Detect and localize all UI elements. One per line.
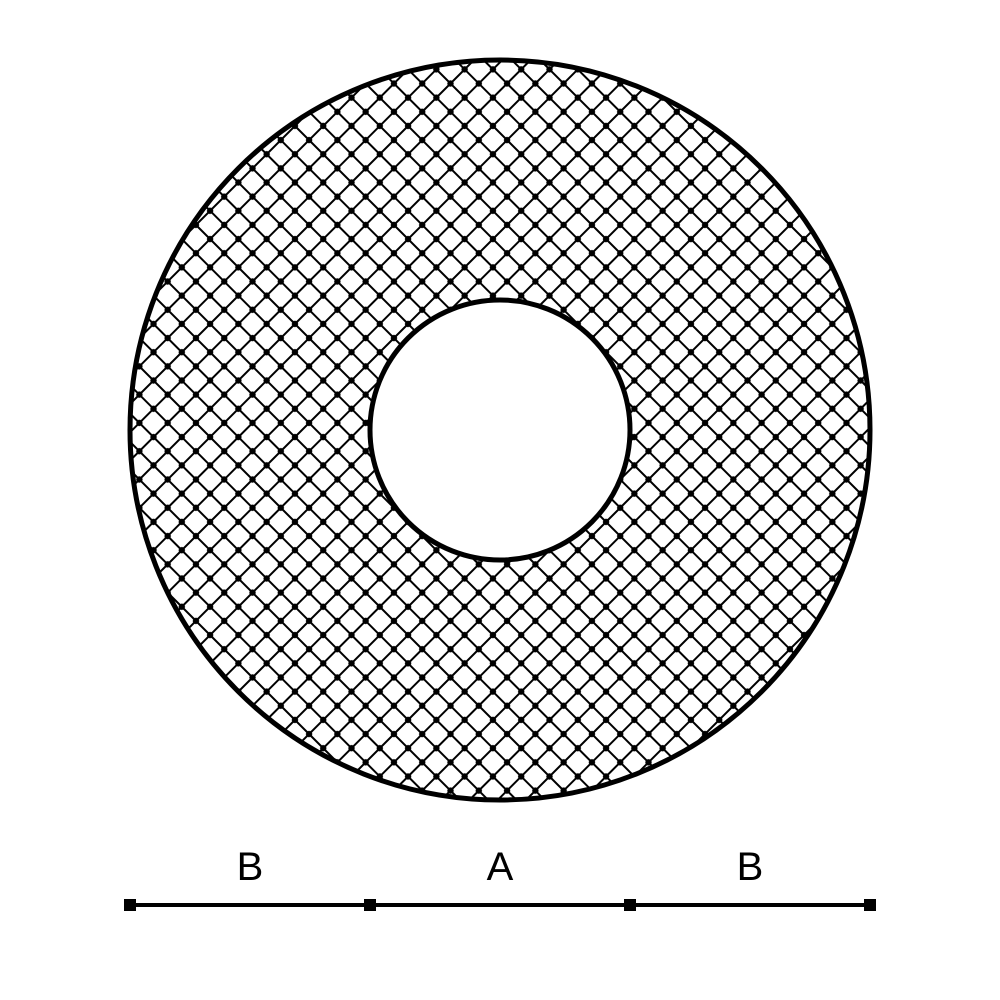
inner-circle xyxy=(370,300,630,560)
dimension-tick xyxy=(364,899,376,911)
dimension-label-b: B xyxy=(237,845,264,889)
annulus-diagram: BAB xyxy=(0,0,1000,1000)
dimension-tick xyxy=(124,899,136,911)
dimension-label-a: A xyxy=(487,845,514,889)
dimension-tick xyxy=(864,899,876,911)
dimension-tick xyxy=(624,899,636,911)
dimension-label-b: B xyxy=(737,845,764,889)
